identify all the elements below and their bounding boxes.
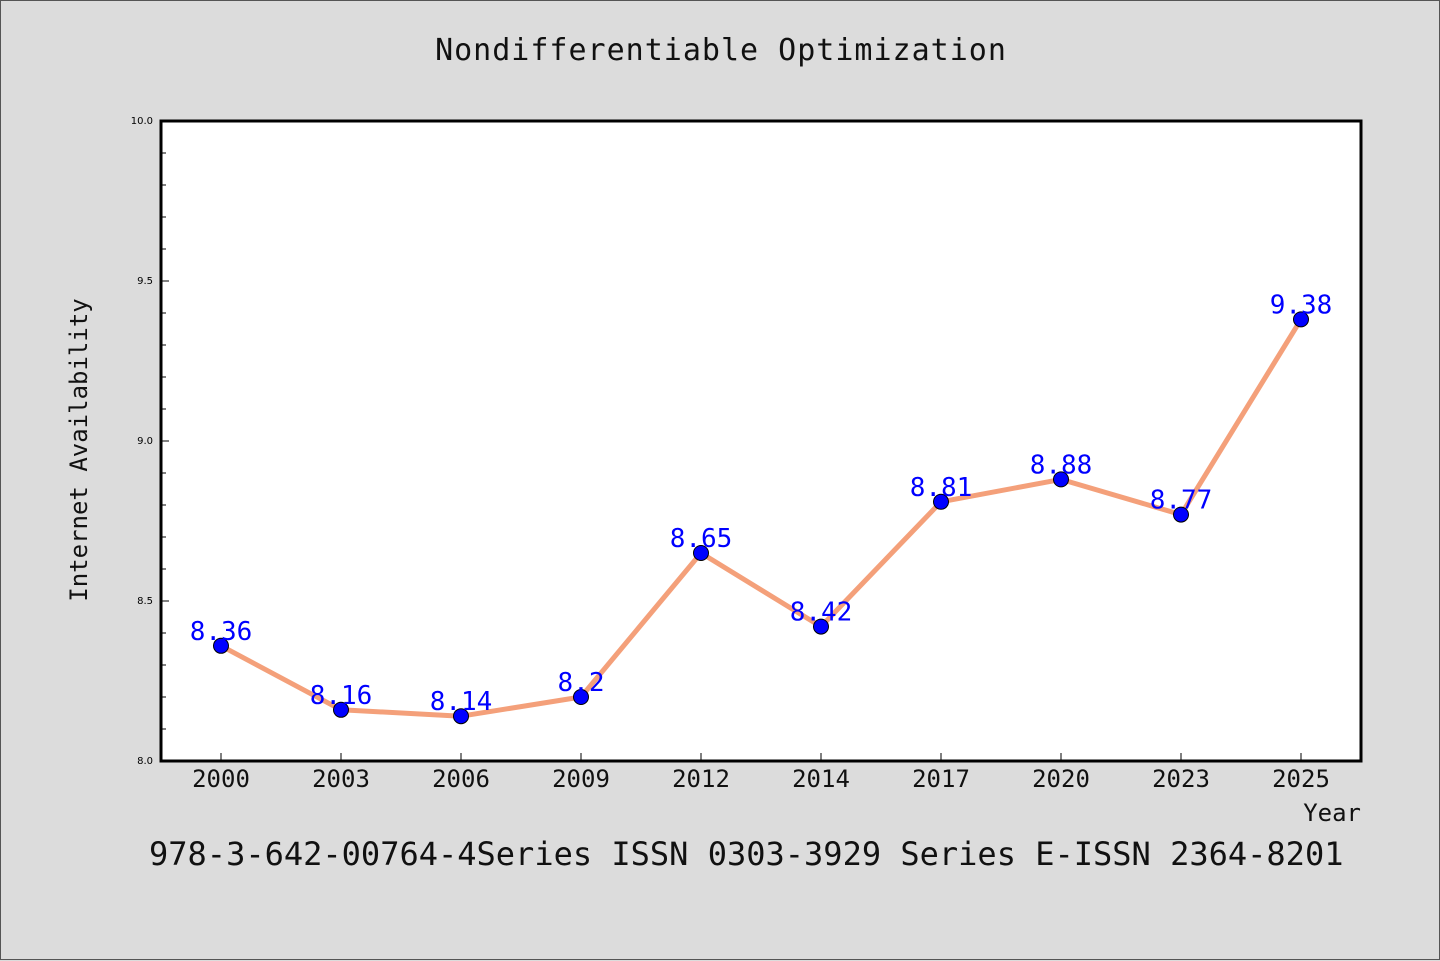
x-tick-label: 2017 bbox=[912, 765, 970, 793]
data-label: 9.38 bbox=[1270, 290, 1333, 320]
x-tick-label: 2003 bbox=[312, 765, 370, 793]
y-tick-label: 9.0 bbox=[137, 436, 153, 447]
footer-identifiers: 978-3-642-00764-4Series ISSN 0303-3929 S… bbox=[149, 835, 1344, 873]
data-label: 8.14 bbox=[430, 687, 493, 717]
data-label: 8.77 bbox=[1150, 486, 1213, 516]
series-line bbox=[218, 316, 1304, 719]
data-point bbox=[213, 637, 229, 654]
data-point bbox=[1293, 311, 1309, 328]
y-tick-label: 9.5 bbox=[137, 276, 153, 287]
x-tick-label: 2014 bbox=[792, 765, 850, 793]
y-axis-ticks: 8.0 8.5 9.0 9.5 10.0 bbox=[131, 116, 169, 767]
y-tick-label: 8.0 bbox=[137, 756, 153, 767]
y-tick-label: 10.0 bbox=[131, 116, 153, 127]
x-tick-label: 2012 bbox=[672, 765, 730, 793]
x-tick-label: 2006 bbox=[432, 765, 490, 793]
x-tick-label: 2000 bbox=[192, 765, 250, 793]
data-label: 8.81 bbox=[910, 473, 973, 503]
data-label: 8.42 bbox=[790, 598, 853, 628]
x-tick-label: 2009 bbox=[552, 765, 610, 793]
data-point bbox=[933, 493, 949, 510]
x-axis-ticks: 2000 2003 2006 2009 2012 2014 2017 2020 2023 2025 bbox=[192, 753, 1330, 793]
data-label: 8.65 bbox=[670, 524, 733, 554]
data-point bbox=[453, 708, 469, 725]
x-tick-label: 2020 bbox=[1032, 765, 1090, 793]
data-point bbox=[693, 545, 709, 561]
y-tick-label: 8.5 bbox=[137, 596, 153, 607]
x-axis-label: Year bbox=[1303, 799, 1361, 827]
x-tick-label: 2023 bbox=[1152, 765, 1210, 793]
data-point bbox=[1173, 506, 1189, 523]
data-label: 8.36 bbox=[190, 617, 253, 647]
series-group: 8.36 8.16 8.14 8.2 8.65 8.42 8.81 8.88 8.77 9.38 bbox=[190, 290, 1333, 725]
plot-area bbox=[159, 119, 1363, 763]
chart-title: Nondifferentiable Optimization bbox=[435, 33, 1007, 68]
data-label: 8.88 bbox=[1030, 450, 1093, 480]
data-point bbox=[813, 618, 829, 635]
data-point bbox=[573, 689, 589, 705]
y-axis-label: Internet Availability bbox=[65, 298, 93, 601]
data-label: 8.2 bbox=[558, 668, 605, 698]
x-tick-label: 2025 bbox=[1272, 765, 1330, 793]
data-label: 8.16 bbox=[310, 681, 373, 711]
data-point bbox=[1053, 471, 1069, 488]
data-point bbox=[333, 701, 349, 718]
